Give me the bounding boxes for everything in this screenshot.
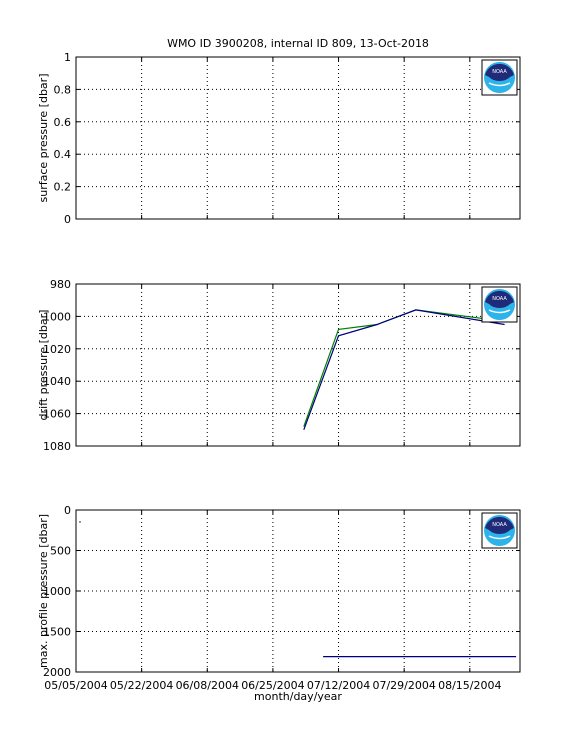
x-axis-label: month/day/year bbox=[254, 690, 342, 703]
logo-wave bbox=[488, 535, 511, 540]
series-line-2 bbox=[303, 309, 505, 431]
noaa-logo-icon: NOAA bbox=[481, 286, 518, 323]
y-tick-label: 1020 bbox=[43, 343, 71, 356]
noaa-logo-icon: NOAA bbox=[481, 512, 518, 549]
y-tick-label: 0.2 bbox=[54, 181, 72, 194]
y-axis-label: drift pressure [dbar] bbox=[37, 310, 50, 421]
y-tick-label: 0.6 bbox=[54, 116, 72, 129]
figure-title: WMO ID 3900208, internal ID 809, 13-Oct-… bbox=[167, 37, 429, 50]
y-axis-label: surface pressure [dbar] bbox=[37, 74, 50, 203]
noaa-logo-icon: NOAA bbox=[481, 59, 518, 96]
x-tick-label: 06/08/2004 bbox=[176, 679, 239, 692]
plot-frame bbox=[75, 509, 521, 673]
plot-frame bbox=[75, 56, 521, 220]
x-tick-label: 05/22/2004 bbox=[110, 679, 173, 692]
logo-text: NOAA bbox=[492, 69, 507, 75]
logo-text: NOAA bbox=[492, 522, 507, 528]
logo-bird bbox=[485, 290, 514, 308]
x-tick-label: 08/15/2004 bbox=[438, 679, 501, 692]
plot-frame bbox=[75, 283, 521, 447]
marker-point bbox=[79, 521, 81, 523]
y-tick-label: 500 bbox=[50, 545, 71, 558]
logo-bird bbox=[485, 63, 514, 81]
panel-3: 05/05/2004 05/22/2004 06/08/2004 06/25/2004… bbox=[37, 504, 521, 692]
y-tick-label: 0.4 bbox=[54, 148, 72, 161]
y-tick-label: 0 bbox=[64, 504, 71, 517]
y-tick-label: 2000 bbox=[43, 666, 71, 679]
y-axis-label: max. profile pressure [dbar] bbox=[37, 514, 50, 668]
x-tick-label: 05/05/2004 bbox=[44, 679, 107, 692]
y-tick-label: 0.8 bbox=[54, 83, 72, 96]
x-tick-label: 07/12/2004 bbox=[307, 679, 370, 692]
logo-wave bbox=[488, 82, 511, 87]
panel-1: 0 0.2 0.4 0.6 0.8 1 surface pressure [dbar] NOA… bbox=[37, 51, 521, 226]
y-tick-label: 1000 bbox=[43, 310, 71, 323]
y-tick-label: 0 bbox=[64, 213, 71, 226]
logo-wave bbox=[488, 309, 511, 314]
panels: 0 0.2 0.4 0.6 0.8 1 surface pressure [dbar] NOA… bbox=[37, 51, 521, 692]
logo-bird bbox=[485, 516, 514, 534]
y-tick-label: 1040 bbox=[43, 375, 71, 388]
logo-text: NOAA bbox=[492, 296, 507, 302]
panel-2: 980 1000 1020 1040 1060 1080 drift pressure [d… bbox=[37, 278, 521, 453]
x-tick-label: 07/29/2004 bbox=[372, 679, 435, 692]
y-tick-label: 1060 bbox=[43, 408, 71, 421]
y-tick-label: 1 bbox=[64, 51, 71, 64]
y-tick-label: 1000 bbox=[43, 585, 71, 598]
x-tick-label: 06/25/2004 bbox=[241, 679, 304, 692]
y-tick-label: 980 bbox=[50, 278, 71, 291]
y-tick-label: 1080 bbox=[43, 440, 71, 453]
y-tick-label: 1500 bbox=[43, 626, 71, 639]
